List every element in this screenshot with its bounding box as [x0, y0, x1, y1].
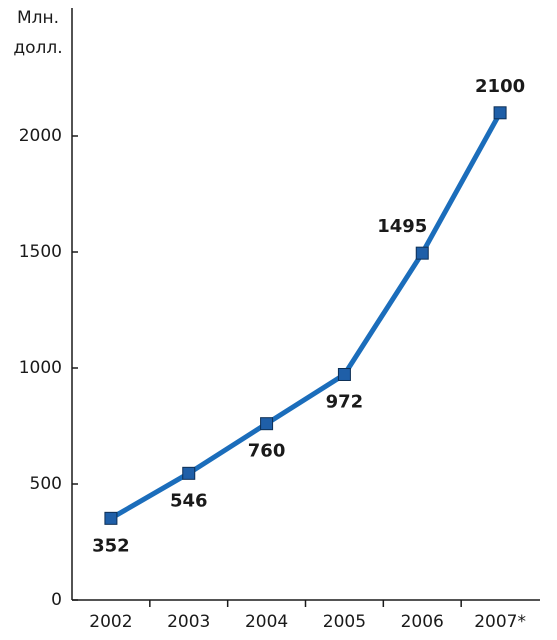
value-label: 760 — [248, 441, 286, 462]
y-tick-label: 1000 — [19, 358, 62, 378]
x-tick-label: 2007* — [474, 612, 526, 632]
x-tick-label: 2004 — [245, 612, 288, 632]
y-axis-label: долл. — [13, 38, 62, 58]
marker — [337, 367, 351, 381]
x-tick-label: 2005 — [323, 612, 366, 632]
line — [109, 111, 503, 521]
value-label: 972 — [326, 391, 364, 412]
x-tick-label: 2002 — [89, 612, 132, 632]
y-axis-label: Млн. — [17, 8, 59, 28]
y-tick-label: 1500 — [19, 242, 62, 262]
y-tick-label: 500 — [30, 474, 62, 494]
y-tick-label: 0 — [51, 590, 62, 610]
marker — [182, 466, 196, 480]
value-label: 546 — [170, 490, 208, 511]
x-tick-label: 2003 — [167, 612, 210, 632]
x-tick-label: 2006 — [401, 612, 444, 632]
marker — [415, 246, 429, 260]
y-tick-label: 2000 — [19, 126, 62, 146]
value-label: 1495 — [377, 216, 427, 237]
marker — [260, 417, 274, 431]
marker — [104, 511, 118, 525]
value-label: 2100 — [475, 76, 525, 97]
value-label: 352 — [92, 535, 130, 556]
marker — [493, 106, 507, 120]
